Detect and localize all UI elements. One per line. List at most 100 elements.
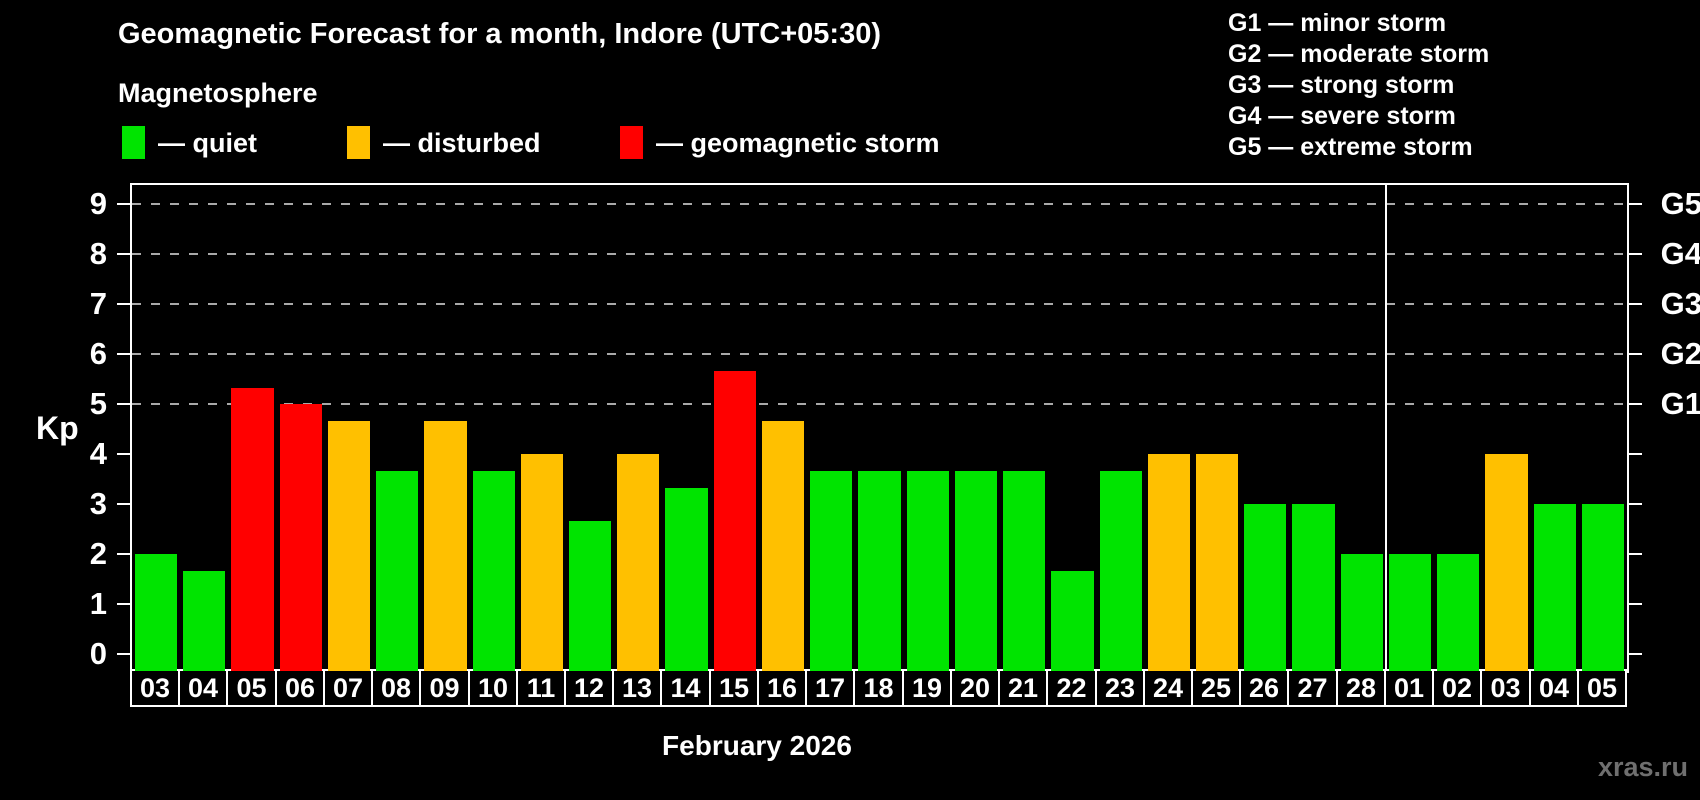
y-axis-tick-right: [1629, 353, 1642, 355]
x-axis-date-box: 26: [1239, 669, 1289, 707]
x-axis-date-box: 21: [998, 669, 1048, 707]
x-axis-date-box: 28: [1336, 669, 1386, 707]
kp-bar: [520, 454, 564, 671]
y-axis-tick-left: [117, 403, 130, 405]
kp-bar: [1244, 504, 1287, 671]
y-axis-tick-left: [117, 203, 130, 205]
watermark: xras.ru: [1597, 752, 1688, 782]
kp-bar: [1437, 554, 1480, 671]
kp-bar: [617, 454, 660, 671]
y-axis-tick-label: 8: [89, 236, 107, 271]
x-axis-date-box: 10: [468, 669, 518, 707]
x-axis-date-box: 11: [516, 669, 566, 707]
kp-bar: [1581, 504, 1624, 671]
x-axis-date-box: 03: [130, 669, 180, 707]
y-axis-tick-label: 3: [89, 486, 107, 521]
kp-bar: [1485, 454, 1528, 671]
kp-bar: [1533, 504, 1576, 671]
chart-subtitle: Magnetosphere: [118, 78, 318, 108]
x-axis-date-box: 19: [902, 669, 952, 707]
x-axis-date-box: 02: [1432, 669, 1482, 707]
kp-status-legend: — quiet — disturbed — geomagnetic storm: [0, 122, 1100, 166]
x-axis-date-box: 08: [371, 669, 421, 707]
x-axis-date-box: 09: [419, 669, 470, 707]
x-axis-date-box: 20: [950, 669, 1000, 707]
y-axis-tick-left: [117, 353, 130, 355]
g-legend-line: G2 — moderate storm: [1228, 40, 1490, 68]
y-axis-tick-label: 0: [89, 636, 107, 671]
kp-bar: [1099, 470, 1142, 671]
kp-bar: [1388, 554, 1432, 671]
legend-label: — disturbed: [383, 128, 541, 158]
x-axis-date-box: 16: [757, 669, 807, 707]
kp-bar: [665, 487, 708, 671]
x-axis-title: February 2026: [662, 730, 852, 761]
y-axis-tick-label: 5: [89, 386, 107, 421]
legend-label: — quiet: [158, 128, 257, 158]
x-axis-date-box: 15: [709, 669, 759, 707]
legend-swatch-quiet: [122, 126, 145, 159]
legend-label: — geomagnetic storm: [656, 128, 940, 158]
g-axis-label: G5: [1660, 186, 1700, 221]
y-axis-tick-right: [1629, 253, 1642, 255]
y-axis-tick-right: [1629, 503, 1642, 505]
x-axis-date-box: 06: [275, 669, 325, 707]
x-axis-date-box: 07: [323, 669, 373, 707]
y-axis-tick-label: 1: [89, 586, 107, 621]
y-axis-tick-label: 6: [89, 336, 107, 371]
kp-bar: [231, 387, 274, 671]
y-axis-tick-right: [1629, 403, 1642, 405]
plot-area: 0 1 2 3 4 5 6 7 8 9 G1 G2 G3 G4 G5: [90, 183, 1700, 673]
kp-bar: [279, 404, 322, 671]
y-axis-tick-left: [117, 603, 130, 605]
y-axis-tick-right: [1629, 203, 1642, 205]
g-legend-line: G5 — extreme storm: [1228, 133, 1473, 161]
chart-title: Geomagnetic Forecast for a month, Indore…: [118, 18, 882, 50]
y-axis-tick-right: [1629, 453, 1642, 455]
y-axis-tick-label: 4: [89, 436, 107, 471]
y-axis-tick-left: [117, 553, 130, 555]
x-axis-date-box: 12: [564, 669, 614, 707]
y-axis-tick-left: [117, 253, 130, 255]
g-axis-label: G1: [1660, 386, 1700, 421]
y-axis-label: Kp: [36, 410, 79, 446]
kp-bar: [1340, 554, 1383, 671]
gridline: [132, 353, 1627, 355]
kp-bar: [954, 470, 998, 671]
y-axis-tick-label: 2: [89, 536, 107, 571]
kp-bar: [858, 470, 901, 671]
x-axis-date-box: 24: [1143, 669, 1193, 707]
g-legend-line: G3 — strong storm: [1228, 71, 1455, 99]
y-axis-tick-right: [1629, 303, 1642, 305]
gridline: [132, 303, 1627, 305]
y-axis-tick-right: [1629, 653, 1642, 655]
x-axis-date-box: 05: [226, 669, 277, 707]
kp-bar: [810, 470, 853, 671]
x-axis-date-box: 25: [1191, 669, 1241, 707]
x-axis-date-box: 27: [1287, 669, 1338, 707]
kp-bar: [1292, 504, 1335, 671]
y-axis-tick-right: [1629, 553, 1642, 555]
kp-bar: [376, 470, 419, 671]
kp-bar: [1195, 454, 1239, 671]
x-axis-date-box: 01: [1384, 669, 1434, 707]
gridline: [132, 253, 1627, 255]
g-legend-line: G1 — minor storm: [1228, 9, 1447, 37]
x-axis-date-box: 14: [660, 669, 711, 707]
kp-bar: [327, 420, 371, 671]
kp-bar: [569, 520, 612, 671]
g-legend-line: G4 — severe storm: [1228, 102, 1456, 130]
x-axis-label-row: 03 04 05 06 07 08 09 10 11 12 13 14 15 16 17 18 19 20 21 22…: [130, 669, 1629, 709]
x-axis-date-box: 03: [1480, 669, 1531, 707]
kp-bar: [1147, 454, 1190, 671]
kp-bar: [1051, 570, 1094, 671]
x-axis-date-box: 04: [1529, 669, 1579, 707]
kp-bar: [1003, 470, 1046, 671]
x-axis-date-box: 04: [178, 669, 228, 707]
legend-swatch-disturbed: [347, 126, 370, 159]
kp-bar: [906, 470, 949, 671]
g-axis-label: G3: [1660, 286, 1700, 321]
y-axis-tick-left: [117, 303, 130, 305]
month-separator: [1384, 185, 1387, 671]
